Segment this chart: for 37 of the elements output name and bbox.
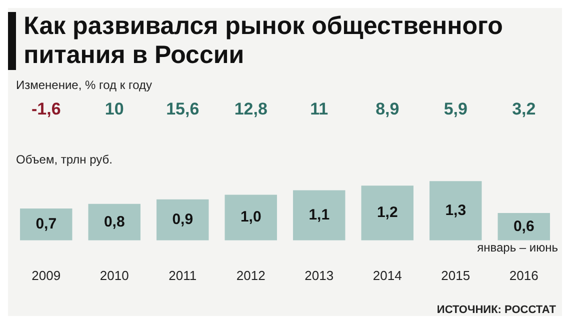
data-label: 1,3 [445,202,466,219]
data-label: 0,6 [513,218,534,235]
text: 11 [310,100,328,119]
x-tick-label: 2009 [32,268,61,283]
x-tick-label: 2013 [304,268,334,283]
bar [293,190,346,240]
data-label: 0,9 [172,211,194,228]
text: 5,9 [444,100,468,119]
text: 3,2 [512,100,536,119]
text: 15,6 [166,100,200,119]
y-axis-title: Объем, трлн руб. [16,152,113,166]
text: январь – июнь [477,240,558,255]
chart-title: Как развивался рынок общественного питания в России [24,12,504,70]
bar [224,194,277,240]
x-tick-label: 2016 [509,268,538,283]
bar [361,186,414,240]
bar [156,199,209,240]
bar [88,204,140,240]
bar [498,213,550,240]
x-tick-label: 2014 [372,268,402,283]
data-label: 1,0 [240,208,262,226]
data-label: 0,8 [104,213,125,230]
data-label: 0,7 [36,216,57,233]
text: Изменение, % год к году [15,77,153,92]
text: 10 [104,100,124,119]
x-tick-label: 2011 [168,268,197,283]
text: ИСТОЧНИК: РОССТАТ [436,304,557,316]
x-tick-label: 2015 [441,268,470,283]
x-tick-label: 2010 [100,268,129,283]
bar [20,208,72,240]
text: 12,8 [234,100,268,119]
data-label: 1,2 [376,204,398,222]
x-tick-label: 2012 [236,268,266,283]
data-label: 1,1 [308,206,330,224]
text: -1,6 [31,100,61,119]
bar [430,181,482,240]
text: 8,9 [376,100,400,119]
